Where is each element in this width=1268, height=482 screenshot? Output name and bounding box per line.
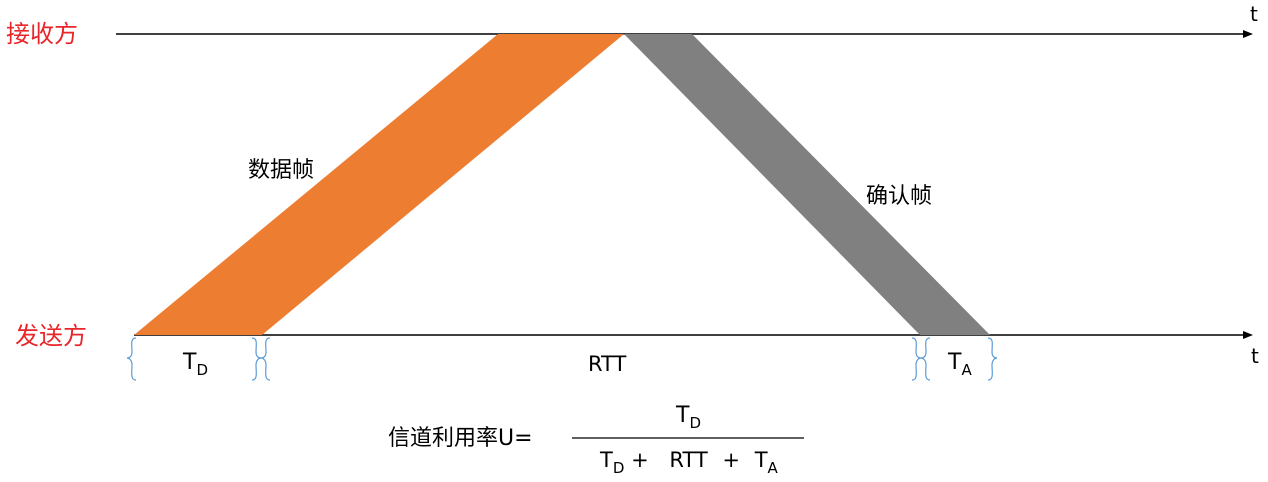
td-interval-label: TD — [183, 350, 208, 378]
sender-axis-arrow-icon — [1243, 331, 1253, 339]
td-sub: D — [196, 361, 209, 379]
formula-numerator: TD — [676, 403, 701, 431]
ta-brace — [920, 337, 998, 381]
numerator-sub: D — [689, 414, 702, 432]
formula-lhs: 信道利用率U= — [388, 426, 533, 451]
ta-sub: A — [961, 361, 972, 379]
sender-label: 发送方 — [15, 322, 87, 350]
denominator-ta-sub: A — [767, 459, 778, 477]
ack-frame-band — [624, 34, 990, 335]
denominator-plus-1: + — [631, 448, 649, 472]
denominator-ta-base: T — [754, 448, 768, 472]
ta-base: T — [948, 350, 962, 375]
denominator-td-sub: D — [612, 459, 625, 477]
denominator-plus-2: + — [722, 448, 741, 472]
receiver-axis-arrow-icon — [1243, 30, 1253, 38]
numerator-base: T — [676, 403, 690, 428]
td-base: T — [183, 350, 197, 375]
data-frame-label: 数据帧 — [248, 158, 315, 183]
receiver-axis-t-label: t — [1250, 2, 1258, 26]
formula-denominator: TD + RTT + TA — [600, 448, 778, 476]
rtt-interval-label: RTT — [588, 352, 627, 376]
ta-interval-label: TA — [948, 350, 972, 378]
data-frame-band — [134, 34, 624, 335]
denominator-td-base: T — [600, 448, 613, 472]
receiver-label: 接收方 — [6, 20, 78, 48]
denominator-rtt: RTT — [669, 448, 708, 472]
ack-frame-label: 确认帧 — [866, 184, 933, 209]
sender-axis-t-label: t — [1251, 344, 1259, 368]
